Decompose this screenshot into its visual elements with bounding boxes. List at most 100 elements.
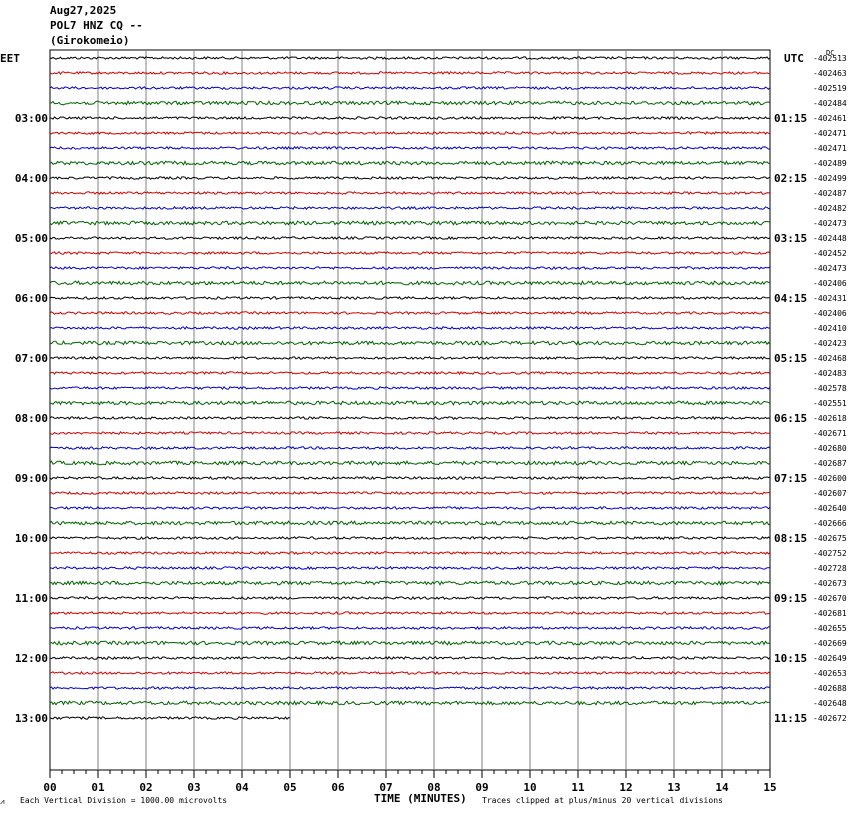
dc-offset-label: -402672 — [813, 714, 847, 723]
dc-offset-label: -402423 — [813, 339, 847, 348]
dc-offset-label: -402452 — [813, 249, 847, 258]
dc-offset-label: -402406 — [813, 309, 847, 318]
left-hour-label: 10:00 — [15, 532, 48, 545]
trace-40 — [49, 640, 771, 646]
right-hour-label: 06:15 — [774, 412, 807, 425]
left-hour-label: 13:00 — [15, 712, 48, 725]
left-hour-label: 11:00 — [15, 592, 48, 605]
dc-offset-label: -402666 — [813, 519, 847, 528]
dc-offset-label: -402499 — [813, 174, 847, 183]
trace-27 — [49, 446, 771, 451]
x-tick-label: 01 — [91, 781, 105, 794]
left-hour-label: 06:00 — [15, 292, 48, 305]
dc-offset-label: -402551 — [813, 399, 847, 408]
left-hour-label: 05:00 — [15, 232, 48, 245]
scale-note: Each Vertical Division = 1000.00 microvo… — [20, 796, 228, 805]
dc-offset-label: -402448 — [813, 234, 847, 243]
dc-offset-label: -402673 — [813, 579, 847, 588]
trace-17 — [49, 295, 770, 301]
clip-note: Traces clipped at plus/minus 20 vertical… — [482, 796, 723, 805]
dc-offset-label: -402728 — [813, 564, 847, 573]
trace-43 — [49, 686, 771, 691]
x-tick-label: 12 — [619, 781, 632, 794]
x-tick-label: 14 — [715, 781, 729, 794]
trace-4 — [49, 100, 771, 106]
dc-offset-label: -402484 — [813, 99, 847, 108]
x-tick-label: 04 — [235, 781, 249, 794]
trace-19 — [49, 326, 771, 330]
trace-23 — [49, 385, 771, 390]
trace-8 — [49, 160, 771, 166]
dc-offset-label: -402675 — [813, 534, 847, 543]
dc-offset-label: -402655 — [813, 624, 847, 633]
x-tick-label: 03 — [187, 781, 200, 794]
dc-offset-label: -402463 — [813, 69, 847, 78]
trace-13 — [49, 236, 771, 240]
x-tick-label: 15 — [763, 781, 776, 794]
trace-12 — [49, 220, 771, 226]
plot-frame — [49, 49, 771, 771]
trace-3 — [49, 86, 771, 91]
trace-10 — [49, 190, 771, 196]
dc-offset-label: -402483 — [813, 369, 847, 378]
x-tick-label: 00 — [43, 781, 56, 794]
trace-6 — [49, 131, 771, 136]
trace-1 — [49, 56, 771, 60]
dc-offset-label: -402487 — [813, 189, 847, 198]
right-timezone-label: UTC — [784, 52, 804, 65]
right-hour-label: 11:15 — [774, 712, 807, 725]
dc-offset-label: -402473 — [813, 264, 847, 273]
left-hour-label: 04:00 — [15, 172, 48, 185]
dc-offset-label: -402471 — [813, 129, 847, 138]
trace-45 — [49, 716, 291, 720]
dc-offset-label: -402688 — [813, 684, 847, 693]
x-tick-label: 09 — [475, 781, 488, 794]
trace-38 — [49, 610, 771, 615]
trace-34 — [49, 550, 771, 556]
trace-32 — [49, 520, 771, 526]
right-hour-label: 10:15 — [774, 652, 807, 665]
x-tick-label: 02 — [139, 781, 152, 794]
dc-offset-label: -402681 — [813, 609, 847, 618]
trace-26 — [49, 431, 771, 435]
dc-offset-label: -402653 — [813, 669, 847, 678]
dc-offset-label: -402431 — [813, 294, 847, 303]
trace-22 — [49, 370, 771, 376]
header-date: Aug27,2025 — [50, 4, 117, 17]
right-hour-label: 07:15 — [774, 472, 807, 485]
left-hour-label: 03:00 — [15, 112, 48, 125]
trace-44 — [49, 700, 771, 707]
trace-16 — [49, 279, 771, 286]
dc-offset-label: -402669 — [813, 639, 847, 648]
trace-9 — [50, 176, 771, 181]
dc-offset-label: -402687 — [813, 459, 847, 468]
trace-36 — [49, 580, 771, 586]
trace-24 — [49, 400, 771, 406]
dc-offset-label: -402648 — [813, 699, 847, 708]
dc-offset-label: -402473 — [813, 219, 847, 228]
right-hour-label: 01:15 — [774, 112, 807, 125]
dc-offset-label: -402600 — [813, 474, 847, 483]
x-tick-label: 11 — [571, 781, 585, 794]
x-tick-label: 05 — [283, 781, 296, 794]
right-hour-label: 04:15 — [774, 292, 807, 305]
trace-7 — [49, 145, 771, 150]
trace-37 — [49, 596, 771, 600]
trace-14 — [49, 250, 771, 256]
dc-offset-label: -402640 — [813, 504, 847, 513]
dc-offset-label: -402406 — [813, 279, 847, 288]
x-tick-label: 10 — [523, 781, 536, 794]
dc-offset-label: -402471 — [813, 144, 847, 153]
trace-18 — [49, 310, 771, 315]
trace-30 — [49, 491, 771, 496]
trace-11 — [49, 205, 771, 211]
x-tick-label: 13 — [667, 781, 680, 794]
dc-offset-label: -402680 — [813, 444, 847, 453]
x-tick-label: 06 — [331, 781, 345, 794]
trace-15 — [49, 266, 771, 270]
dc-offset-label: -402578 — [813, 384, 847, 393]
dc-offset-label: -402671 — [813, 429, 847, 438]
trace-31 — [49, 506, 771, 510]
trace-20 — [49, 339, 771, 346]
